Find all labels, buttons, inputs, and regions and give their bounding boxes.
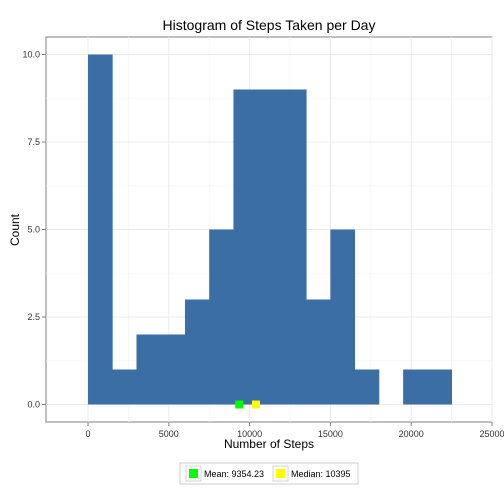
y-axis-ticks: 0.0 2.5 5.0 7.5 10.0 xyxy=(22,50,46,410)
y-tick-label: 7.5 xyxy=(27,137,40,147)
histogram-bar xyxy=(427,370,452,405)
histogram-bar xyxy=(403,370,428,405)
chart-title: Histogram of Steps Taken per Day xyxy=(163,17,376,33)
y-tick-label: 5.0 xyxy=(27,225,40,235)
histogram-bar xyxy=(209,230,234,405)
y-tick-label: 2.5 xyxy=(27,312,40,322)
histogram-bar xyxy=(330,230,355,405)
x-tick-label: 0 xyxy=(86,429,91,439)
x-tick-label: 5000 xyxy=(159,429,179,439)
histogram-bar xyxy=(282,90,307,405)
marker-median xyxy=(252,401,260,409)
histogram-bar xyxy=(355,370,380,405)
legend: Mean: 9354.23 Median: 10395 xyxy=(180,463,358,484)
legend-label-median: Median: 10395 xyxy=(291,469,351,479)
histogram-bar xyxy=(306,300,331,405)
histogram-bar xyxy=(88,55,113,405)
legend-swatch-mean xyxy=(189,469,198,478)
histogram-bar xyxy=(161,335,186,405)
y-tick-label: 10.0 xyxy=(22,50,40,60)
x-axis-title: Number of Steps xyxy=(224,437,314,451)
y-axis-title: Count xyxy=(8,213,22,246)
marker-mean xyxy=(235,401,243,409)
legend-label-mean: Mean: 9354.23 xyxy=(204,469,264,479)
histogram-bar xyxy=(233,90,258,405)
histogram-bar xyxy=(136,335,161,405)
histogram-bar xyxy=(185,300,210,405)
y-tick-label: 0.0 xyxy=(27,400,40,410)
legend-swatch-median xyxy=(276,469,285,478)
x-tick-label: 20000 xyxy=(399,429,424,439)
histogram-bar xyxy=(112,370,137,405)
x-tick-label: 25000 xyxy=(479,429,504,439)
histogram-bar xyxy=(258,90,283,405)
x-tick-label: 15000 xyxy=(318,429,343,439)
